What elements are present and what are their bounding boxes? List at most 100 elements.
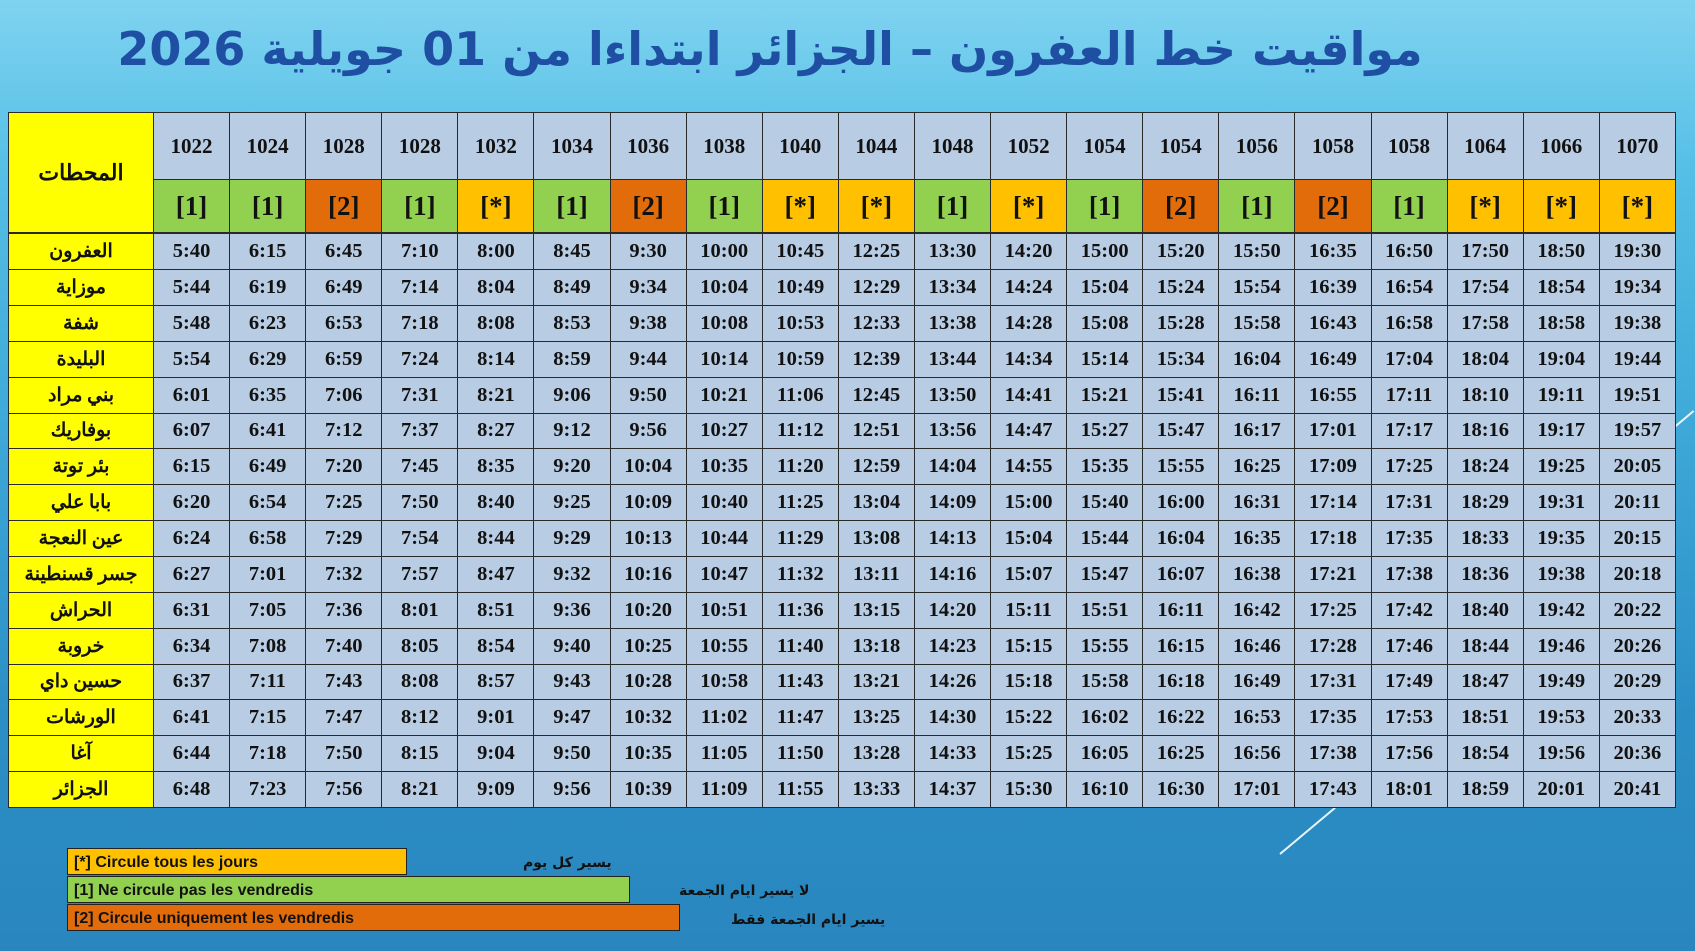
departure-time: 10:32 — [609, 699, 687, 737]
station-name: آغا — [8, 735, 154, 773]
table-row: آغا 6:44 7:18 7:50 8:15 9:04 9:50 10:35 11:05 11:… — [8, 735, 1677, 773]
station-name: جسر قسنطينة — [8, 555, 154, 593]
departure-time: 16:18 — [1142, 663, 1220, 701]
departure-time: 9:56 — [533, 771, 611, 808]
departure-time: 10:53 — [761, 304, 839, 342]
departure-time: 5:48 — [152, 304, 231, 342]
departure-time: 6:15 — [152, 448, 231, 486]
train-type-badge: [1] — [381, 179, 459, 234]
departure-time: 6:44 — [152, 735, 231, 773]
departure-time: 8:08 — [381, 663, 459, 701]
departure-time: 15:04 — [990, 520, 1068, 557]
train-type-badge: [2] — [1294, 179, 1372, 234]
departure-time: 10:59 — [761, 340, 839, 378]
train-number: 1024 — [229, 112, 307, 180]
departure-time: 16:25 — [1142, 735, 1220, 773]
departure-time: 11:02 — [685, 699, 763, 737]
departure-time: 6:31 — [152, 591, 231, 629]
departure-time: 15:14 — [1066, 340, 1144, 378]
departure-time: 13:34 — [913, 269, 992, 306]
departure-time: 20:36 — [1598, 735, 1677, 773]
departure-time: 18:40 — [1446, 591, 1524, 629]
departure-time: 10:20 — [609, 591, 687, 629]
departure-time: 10:13 — [609, 520, 687, 557]
train-type-badge: [2] — [1142, 179, 1220, 234]
departure-time: 6:53 — [305, 304, 383, 342]
departure-time: 6:19 — [229, 269, 307, 306]
departure-time: 17:58 — [1446, 304, 1524, 342]
departure-time: 7:12 — [305, 412, 383, 450]
departure-time: 9:25 — [533, 484, 611, 522]
departure-time: 14:41 — [990, 376, 1068, 414]
departure-time: 12:25 — [837, 232, 915, 271]
departure-time: 8:45 — [533, 232, 611, 271]
departure-time: 8:21 — [457, 376, 535, 414]
departure-time: 14:28 — [990, 304, 1068, 342]
departure-time: 17:31 — [1294, 663, 1372, 701]
train-type-badge: [*] — [837, 179, 915, 234]
departure-time: 7:01 — [229, 555, 307, 593]
departure-time: 15:22 — [990, 699, 1068, 737]
departure-time: 15:25 — [990, 735, 1068, 773]
departure-time: 6:45 — [305, 232, 383, 271]
departure-time: 8:01 — [381, 591, 459, 629]
departure-time: 10:45 — [761, 232, 839, 271]
departure-time: 11:55 — [761, 771, 839, 808]
departure-time: 10:39 — [609, 771, 687, 808]
departure-time: 15:27 — [1066, 412, 1144, 450]
departure-time: 16:49 — [1294, 340, 1372, 378]
departure-time: 5:44 — [152, 269, 231, 306]
departure-time: 10:27 — [685, 412, 763, 450]
departure-time: 15:58 — [1066, 663, 1144, 701]
departure-time: 16:39 — [1294, 269, 1372, 306]
train-number: 1052 — [990, 112, 1068, 180]
departure-time: 11:06 — [761, 376, 839, 414]
departure-time: 9:44 — [609, 340, 687, 378]
legend-not-friday-bar: [1] Ne circule pas les vendredis — [67, 876, 630, 903]
train-number: 1022 — [152, 112, 231, 180]
station-name: الجزائر — [8, 771, 154, 808]
departure-time: 7:43 — [305, 663, 383, 701]
departure-time: 16:35 — [1218, 520, 1296, 557]
train-type-badge: [1] — [1218, 179, 1296, 234]
departure-time: 7:24 — [381, 340, 459, 378]
table-row: شفة 5:48 6:23 6:53 7:18 8:08 8:53 9:38 10:08 10:5… — [8, 304, 1677, 342]
departure-time: 18:01 — [1370, 771, 1448, 808]
departure-time: 15:00 — [990, 484, 1068, 522]
departure-time: 13:08 — [837, 520, 915, 557]
departure-time: 7:15 — [229, 699, 307, 737]
departure-time: 19:56 — [1522, 735, 1600, 773]
train-number: 1066 — [1522, 112, 1600, 180]
departure-time: 9:40 — [533, 627, 611, 665]
departure-time: 5:40 — [152, 232, 231, 271]
station-name: عين النعجة — [8, 520, 154, 557]
departure-time: 6:54 — [229, 484, 307, 522]
departure-time: 19:46 — [1522, 627, 1600, 665]
legend-daily-label: [*] Circule tous les jours — [74, 854, 259, 871]
departure-time: 16:53 — [1218, 699, 1296, 737]
departure-time: 11:25 — [761, 484, 839, 522]
train-number: 1040 — [761, 112, 839, 180]
train-number: 1028 — [381, 112, 459, 180]
departure-time: 6:58 — [229, 520, 307, 557]
departure-time: 9:43 — [533, 663, 611, 701]
departure-time: 20:18 — [1598, 555, 1677, 593]
departure-time: 20:15 — [1598, 520, 1677, 557]
train-number: 1070 — [1598, 112, 1677, 180]
station-name: بابا علي — [8, 484, 154, 522]
departure-time: 6:41 — [152, 699, 231, 737]
departure-time: 10:08 — [685, 304, 763, 342]
departure-time: 16:04 — [1142, 520, 1220, 557]
departure-time: 17:21 — [1294, 555, 1372, 593]
table-row: بوفاريك 6:07 6:41 7:12 7:37 8:27 9:12 9:56 10:27… — [8, 412, 1677, 450]
departure-time: 15:21 — [1066, 376, 1144, 414]
departure-time: 16:42 — [1218, 591, 1296, 629]
departure-time: 9:09 — [457, 771, 535, 808]
departure-time: 11:20 — [761, 448, 839, 486]
departure-time: 16:54 — [1370, 269, 1448, 306]
station-name: بئر توتة — [8, 448, 154, 486]
departure-time: 16:15 — [1142, 627, 1220, 665]
train-type-badge: [*] — [1598, 179, 1677, 234]
departure-time: 18:54 — [1446, 735, 1524, 773]
departure-time: 19:30 — [1598, 232, 1677, 271]
